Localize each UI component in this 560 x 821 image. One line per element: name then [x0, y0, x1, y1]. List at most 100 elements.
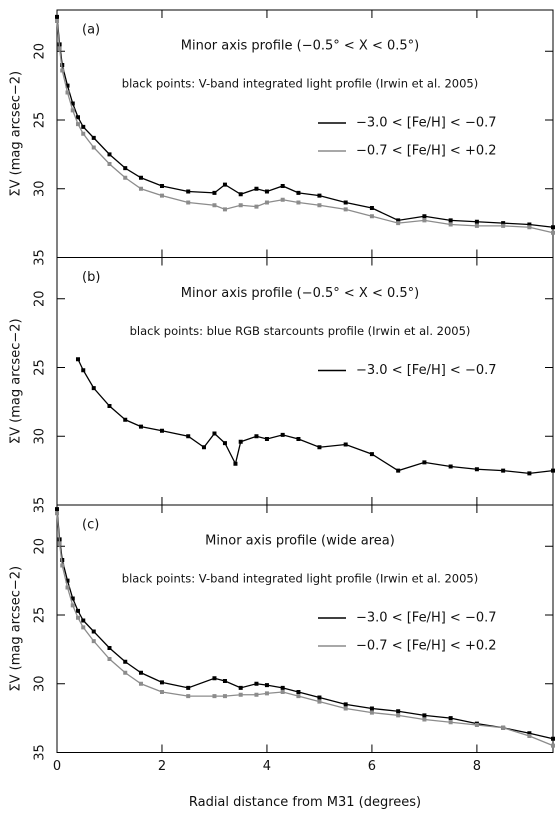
data-point	[75, 357, 80, 362]
data-point	[296, 190, 301, 195]
data-point	[75, 115, 80, 120]
panel-label: (a)	[82, 23, 100, 38]
profile-line	[56, 20, 554, 234]
data-point	[422, 460, 427, 465]
data-point	[70, 108, 75, 113]
data-point	[369, 206, 374, 210]
data-point	[238, 192, 243, 197]
data-point	[264, 200, 269, 205]
data-point	[159, 680, 164, 685]
data-point	[264, 691, 269, 696]
data-point	[343, 702, 348, 707]
legend-label: −0.7 < [Fe/H] < +0.2	[356, 639, 497, 654]
data-point	[212, 431, 217, 436]
data-point	[186, 434, 191, 439]
legend-label: −0.7 < [Fe/H] < +0.2	[356, 144, 497, 159]
data-point	[233, 461, 238, 466]
data-point	[123, 166, 128, 171]
data-point	[81, 625, 86, 630]
panel-title: Minor axis profile (−0.5° < X < 0.5°)	[181, 39, 419, 54]
data-point	[55, 511, 59, 516]
data-point	[138, 681, 143, 686]
data-point	[422, 717, 427, 722]
x-tick-label: 8	[473, 759, 481, 774]
data-point	[91, 145, 96, 150]
data-point	[81, 131, 86, 136]
panel-title: Minor axis profile (−0.5° < X < 0.5°)	[181, 286, 419, 301]
y-tick-label: 25	[33, 359, 48, 376]
data-point	[107, 404, 112, 408]
data-point	[55, 19, 59, 23]
data-point	[238, 685, 243, 690]
data-point	[474, 223, 479, 228]
data-point	[60, 563, 65, 568]
data-point	[501, 468, 506, 473]
data-point	[448, 218, 453, 223]
data-point	[448, 720, 453, 725]
x-tick-label: 0	[53, 759, 61, 774]
profile-line	[56, 509, 554, 740]
data-point	[91, 629, 96, 634]
data-point	[369, 706, 374, 711]
data-point	[70, 596, 75, 601]
data-point	[501, 223, 506, 228]
data-point	[212, 676, 217, 681]
data-point	[107, 152, 112, 157]
data-point	[501, 221, 506, 226]
data-point	[448, 464, 453, 469]
data-point	[57, 46, 62, 51]
plot-frame	[56, 504, 554, 753]
data-point	[396, 221, 401, 226]
data-point	[65, 83, 70, 88]
legend-label: −3.0 < [Fe/H] < −0.7	[356, 363, 497, 378]
data-point	[238, 692, 243, 697]
data-point	[212, 190, 217, 195]
data-point	[343, 706, 348, 711]
data-point	[222, 694, 227, 699]
data-point	[81, 124, 86, 129]
data-point	[396, 713, 401, 718]
data-point	[296, 200, 301, 205]
profile-line	[56, 16, 554, 228]
data-point	[186, 694, 191, 699]
data-point	[91, 135, 96, 140]
panel-label: (b)	[82, 270, 100, 285]
data-point	[280, 685, 285, 690]
data-point	[474, 467, 479, 472]
data-point	[65, 585, 70, 590]
data-point	[527, 731, 532, 736]
data-point	[254, 681, 259, 686]
legend-label: −3.0 < [Fe/H] < −0.7	[356, 611, 497, 626]
data-point	[551, 743, 555, 748]
data-point	[55, 507, 59, 512]
data-point	[65, 578, 70, 583]
data-point	[369, 214, 374, 219]
data-point	[527, 222, 532, 227]
x-tick-label: 4	[263, 759, 271, 774]
y-tick-label: 20	[33, 538, 48, 555]
data-point	[448, 716, 453, 721]
y-tick-label: 20	[33, 290, 48, 307]
data-point	[238, 439, 243, 444]
x-tick-label: 2	[158, 759, 166, 774]
data-point	[264, 683, 269, 688]
data-point	[551, 230, 555, 235]
data-point	[81, 368, 86, 373]
data-point	[159, 184, 164, 188]
data-point	[222, 679, 227, 683]
data-point	[317, 193, 322, 198]
data-point	[138, 670, 143, 675]
data-point	[369, 452, 374, 457]
y-tick-label: 25	[33, 607, 48, 624]
panel-subtitle: black points: V-band integrated light pr…	[122, 77, 478, 91]
data-point	[527, 734, 532, 738]
data-point	[123, 175, 128, 180]
data-point	[317, 699, 322, 704]
data-point	[527, 225, 532, 230]
data-point	[238, 203, 243, 208]
data-point	[186, 189, 191, 194]
data-point	[75, 615, 80, 620]
data-point	[91, 639, 96, 644]
data-point	[474, 723, 479, 727]
